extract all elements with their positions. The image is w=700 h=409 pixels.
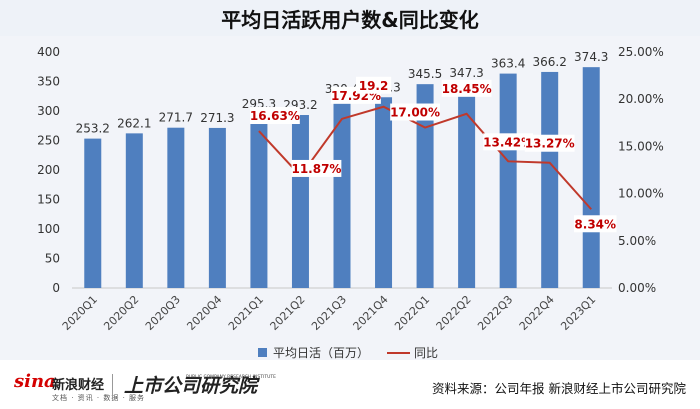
legend-line-label: 同比 xyxy=(414,346,438,360)
bar xyxy=(375,97,393,289)
y-right-tick-label: 20.00% xyxy=(618,92,664,106)
yoy-value-label: 17.00% xyxy=(390,106,440,120)
bar xyxy=(291,115,309,289)
bar-value-label: 374.3 xyxy=(574,50,608,64)
bar-value-label: 253.2 xyxy=(76,122,110,136)
bar xyxy=(167,127,185,289)
bar xyxy=(208,127,226,288)
y-left-tick-label: 300 xyxy=(37,104,60,118)
bar-value-label: 347.3 xyxy=(449,66,483,80)
bar xyxy=(458,83,476,288)
x-tick-label: 2022Q3 xyxy=(475,293,515,333)
x-tick-label: 2022Q2 xyxy=(434,293,474,333)
yoy-value-label: 16.63% xyxy=(250,109,300,123)
yoy-label-box xyxy=(441,79,492,97)
y-right-tick-label: 0.00% xyxy=(618,281,656,295)
yoy-label-box xyxy=(355,76,392,94)
bar xyxy=(541,71,559,288)
bar xyxy=(582,67,600,289)
y-left-tick-label: 400 xyxy=(37,45,60,59)
yoy-label-box xyxy=(390,103,440,121)
footer xyxy=(0,366,700,409)
yoy-value-label: 13.42% xyxy=(483,135,533,149)
x-tick-label: 2021Q1 xyxy=(226,293,266,333)
x-tick-label: 2022Q4 xyxy=(517,293,557,333)
x-tick-label: 2020Q4 xyxy=(184,293,224,333)
y-left-tick-label: 100 xyxy=(37,222,60,236)
chart-title: 平均日活跃用户数&同比变化 xyxy=(221,8,479,32)
bar-value-label: 262.1 xyxy=(117,116,151,130)
y-left-tick-label: 150 xyxy=(37,193,60,207)
yoy-series-line xyxy=(258,105,592,210)
bar-value-label: 271.3 xyxy=(200,111,234,125)
x-tick-label: 2020Q3 xyxy=(143,293,183,333)
bar-value-label: 366.2 xyxy=(533,55,567,69)
yoy-label-box xyxy=(573,215,617,233)
y-left-tick-label: 350 xyxy=(37,75,60,89)
yoy-label-box xyxy=(483,133,534,151)
y-left-tick-label: 0 xyxy=(52,281,60,295)
x-tick-label: 2021Q2 xyxy=(268,293,308,333)
research-institute-subtitle: PUBLIC COMPANY RESEARCH INSTITUTE xyxy=(186,375,276,380)
y-right-tick-label: 5.00% xyxy=(618,234,656,248)
bar xyxy=(499,73,517,289)
bar xyxy=(333,98,351,289)
data-source: 资料来源：公司年报 新浪财经上市公司研究院 xyxy=(432,381,686,396)
sina-finance-tagline: 文档 · 资讯 · 数据 · 服务 xyxy=(52,394,146,402)
yoy-value-label: 13.27% xyxy=(525,137,575,151)
x-tick-label: 2022Q1 xyxy=(392,293,432,333)
y-left-tick-label: 50 xyxy=(45,252,60,266)
logo-separator xyxy=(112,374,113,398)
yoy-value-label: 11.87% xyxy=(291,162,341,176)
y-left-tick-label: 200 xyxy=(37,163,60,177)
y-right-tick-label: 25.00% xyxy=(618,45,664,59)
bar xyxy=(416,84,434,288)
yoy-label-box xyxy=(291,159,342,177)
bar xyxy=(84,138,102,288)
yoy-value-label: 8.34% xyxy=(574,217,616,231)
y-right-tick-label: 10.00% xyxy=(618,187,664,201)
x-tick-label: 2021Q3 xyxy=(309,293,349,333)
x-tick-label: 2020Q1 xyxy=(60,293,100,333)
bar-value-label: 271.7 xyxy=(159,111,193,125)
y-right-tick-label: 15.00% xyxy=(618,139,664,153)
bar xyxy=(250,113,268,288)
x-tick-label: 2023Q1 xyxy=(558,293,598,333)
bar xyxy=(125,133,143,288)
bar-value-label: 363.4 xyxy=(491,57,525,71)
chart-svg: 0 50 100 150 200 250 300 350 400 0.00% 5.00% 10.00%… xyxy=(37,45,664,360)
yoy-label-box xyxy=(524,134,575,152)
bar-value-label: 345.5 xyxy=(408,67,442,81)
sina-logo: sina xyxy=(14,371,56,392)
yoy-value-label: 19.2 xyxy=(359,79,389,93)
sina-finance-name: 新浪财经 xyxy=(52,378,105,393)
yoy-value-label: 18.45% xyxy=(442,82,492,96)
yoy-label-box xyxy=(250,107,300,125)
legend-bar-swatch xyxy=(258,348,267,357)
research-institute-logo: 上市公司研究院 xyxy=(124,375,258,397)
legend-bar-label: 平均日活（百万） xyxy=(273,346,369,360)
y-left-tick-label: 250 xyxy=(37,134,60,148)
x-tick-label: 2021Q4 xyxy=(351,293,391,333)
x-tick-label: 2020Q2 xyxy=(101,293,141,333)
